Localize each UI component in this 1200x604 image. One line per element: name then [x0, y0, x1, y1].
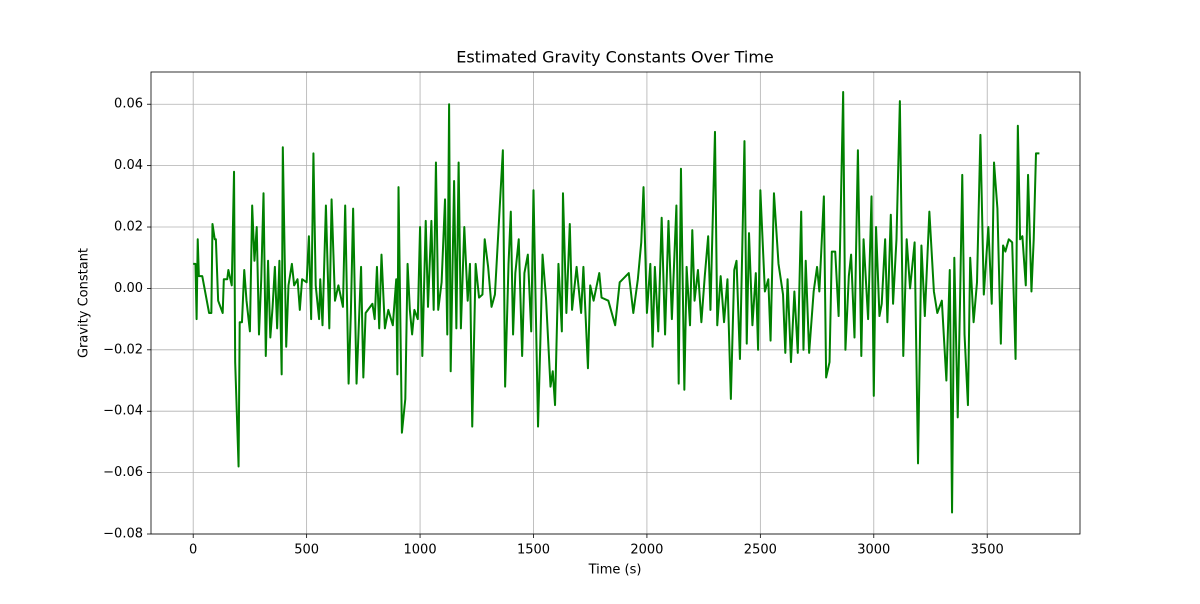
y-tick-label: −0.04	[103, 404, 143, 419]
x-axis-label: Time (s)	[588, 563, 642, 578]
y-tick-label: −0.08	[103, 527, 143, 542]
x-tick-label: 2000	[630, 543, 663, 558]
x-tick-label: 2500	[744, 543, 777, 558]
y-tick-label: 0.00	[114, 281, 143, 296]
y-tick-label: −0.06	[103, 465, 143, 480]
y-axis-label: Gravity Constant	[77, 248, 92, 358]
y-tick-label: −0.02	[103, 342, 143, 357]
y-tick-label: 0.06	[114, 97, 143, 112]
x-tick-label: 1000	[404, 543, 437, 558]
x-tick-label: 500	[294, 543, 319, 558]
plot-frame	[150, 71, 1081, 535]
x-tick-label: 3500	[971, 543, 1004, 558]
y-tick-label: 0.02	[114, 220, 143, 235]
x-tick-label: 0	[189, 543, 197, 558]
data-line	[193, 90, 1040, 514]
x-tick-label: 1500	[517, 543, 550, 558]
x-tick-label: 3000	[857, 543, 890, 558]
y-tick-label: 0.04	[114, 158, 143, 173]
chart-title: Estimated Gravity Constants Over Time	[456, 48, 774, 67]
